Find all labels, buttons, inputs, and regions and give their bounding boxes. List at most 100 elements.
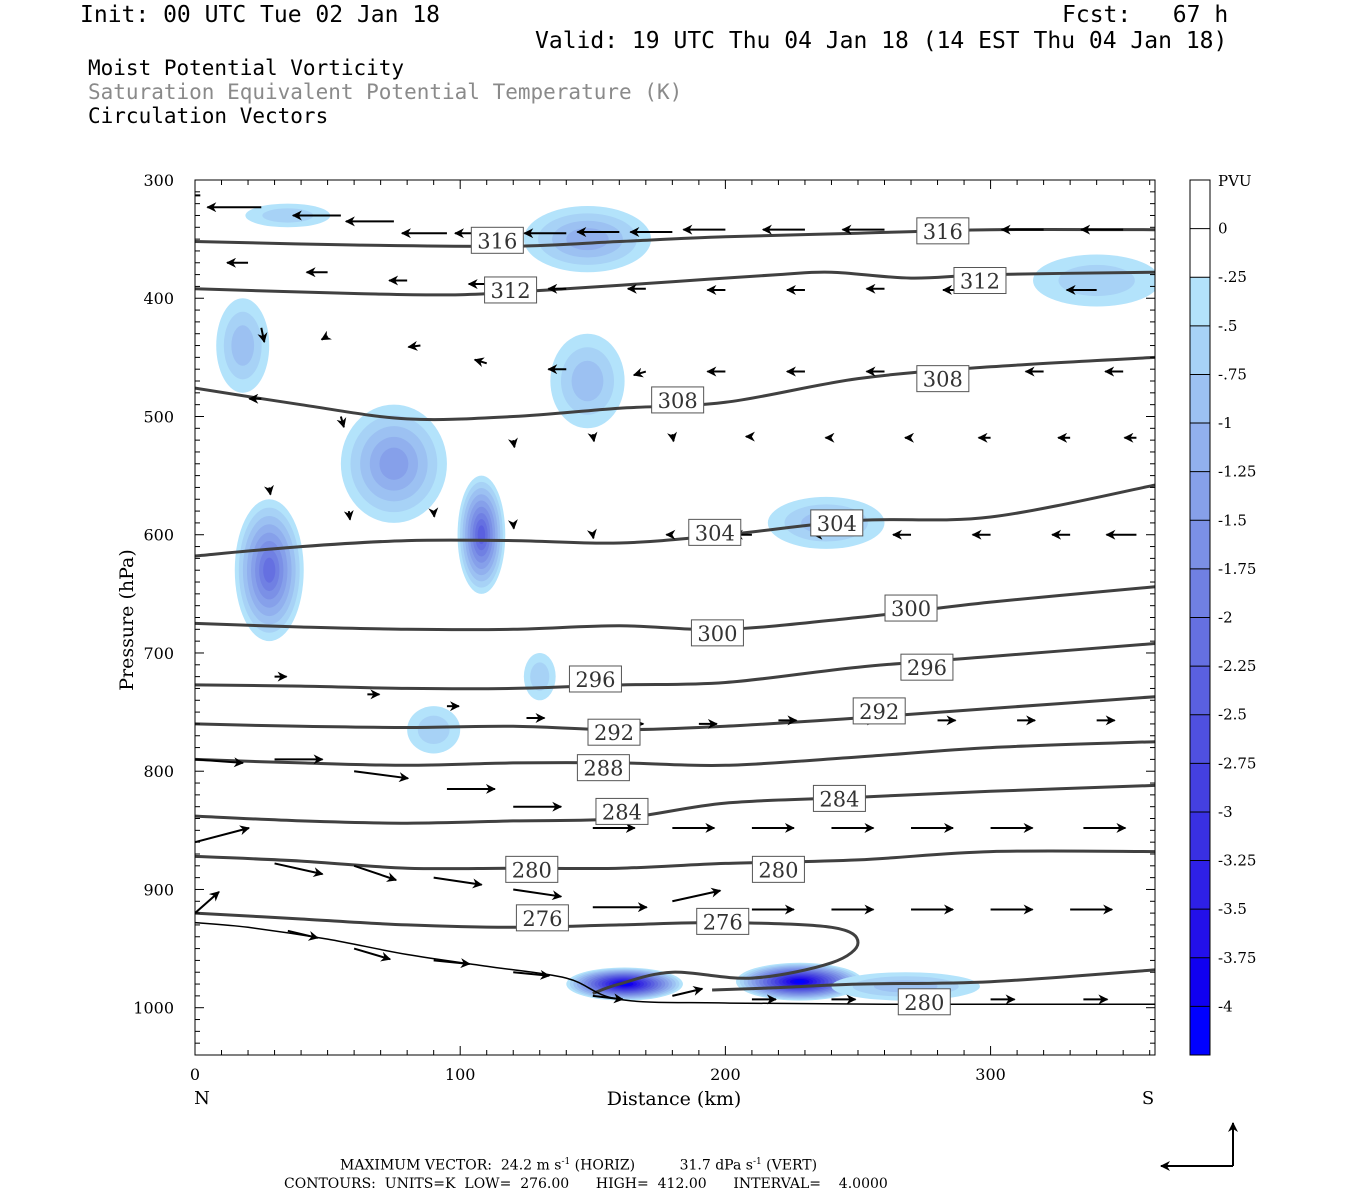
y-tick-label-800: 800 [143, 762, 174, 781]
contour-label-box-308 [651, 386, 705, 414]
contour-label-284: 284 [819, 787, 859, 811]
contour-label-292: 292 [859, 700, 899, 724]
colorbar-swatch-3 [1190, 325, 1210, 375]
axis-ticks [194, 179, 1155, 1056]
contour-label-280: 280 [758, 858, 798, 882]
contour-296 [195, 642, 1155, 691]
colorbar-label-5: -1.25 [1218, 463, 1256, 481]
vector-72 [195, 757, 244, 768]
init-time: Init: 00 UTC Tue 02 Jan 18 [80, 2, 441, 28]
contour-label-316: 316 [923, 220, 963, 244]
colorbar-swatch-1 [1190, 228, 1210, 278]
colorbar-label-12: -3 [1218, 803, 1233, 821]
vector-96 [195, 891, 220, 914]
colorbar-label-8: -2 [1218, 609, 1233, 627]
contour-label-box-300 [884, 594, 938, 622]
mpv-blob-13-level-1 [530, 662, 550, 691]
colorbar-swatch-9 [1190, 617, 1210, 667]
colorbar-swatch-2 [1190, 277, 1210, 327]
contour-label-box-316 [916, 217, 970, 245]
y-tick-labels: 300 400 500 600 700 800 900 1000 [133, 171, 174, 1018]
y-tick-label-500: 500 [143, 407, 174, 426]
contour-label-284: 284 [602, 800, 642, 824]
vector-29 [473, 357, 487, 368]
contour-label-box-288 [576, 754, 630, 782]
vector-74 [353, 770, 410, 783]
vector-85 [274, 862, 324, 878]
vector-26 [257, 327, 268, 343]
colorbar-swatch-13 [1190, 811, 1210, 862]
contour-label-box-304 [688, 518, 742, 546]
colorbar-label-4: -1 [1218, 414, 1233, 432]
contour-label-304: 304 [817, 512, 857, 536]
vector-27 [320, 330, 332, 341]
vector-53 [586, 528, 597, 540]
vector-52 [507, 519, 518, 530]
contour-label-276: 276 [522, 907, 562, 931]
vector-87 [433, 876, 483, 889]
colorbar-label-6: -1.5 [1218, 511, 1247, 529]
x-tick-label-200: 200 [710, 1065, 741, 1084]
y-tick-label-300: 300 [143, 171, 174, 190]
horiz-exponent: -1 [561, 1157, 571, 1167]
valid-time: Valid: 19 UTC Thu 04 Jan 18 (14 EST Thu … [535, 28, 1228, 54]
contour-label-280: 280 [512, 858, 552, 882]
mpv-blob-8-level-1 [1058, 264, 1135, 297]
colorbar-label-2: -.5 [1218, 317, 1237, 335]
vector-97 [287, 929, 319, 941]
pvu-colorbar: 0 -.25 -.5 -.75 -1 -1.25 -1.5 -1.75 -2 -2.25 -2.5 -… [1189, 179, 1256, 1056]
forecast-hour: Fcst: 67 h [1062, 2, 1229, 28]
contour-info: CONTOURS: UNITS=K LOW= 276.00 HIGH= 412.… [284, 1176, 888, 1192]
colorbar-swatch-7 [1190, 520, 1210, 570]
colorbar-label-11: -2.75 [1218, 754, 1256, 772]
contour-label-box-292 [852, 697, 906, 725]
colorbar-swatch-12 [1190, 763, 1210, 813]
x-tick-label-0: 0 [190, 1065, 200, 1084]
vert-exponent: -1 [752, 1157, 762, 1167]
mpv-blob-2-level-4 [379, 447, 409, 480]
colorbar-label-16: -4 [1218, 997, 1233, 1015]
y-tick-label-700: 700 [143, 644, 174, 663]
vert-tag: (VERT) [761, 1157, 818, 1174]
horiz-max-value: 24.2 m s [500, 1157, 562, 1174]
contour-labels: 316 316 312 312 308 308 304 304 300 300 296 296 292 2… [470, 217, 1007, 1016]
vector-102 [672, 985, 704, 997]
contour-label-box-312 [953, 267, 1007, 295]
vector-49 [264, 484, 274, 496]
vector-86 [353, 864, 398, 882]
y-tick-label-600: 600 [143, 526, 174, 545]
colorbar-label-0: 0 [1218, 220, 1228, 238]
y-tick-label-400: 400 [143, 289, 174, 308]
vector-40 [508, 437, 518, 449]
vector-41 [587, 431, 598, 443]
colorbar-label-15: -3.75 [1218, 949, 1256, 967]
contour-label-box-316 [470, 226, 524, 254]
contour-label-296: 296 [575, 668, 615, 692]
vector-39 [336, 416, 347, 429]
contour-label-box-296 [900, 653, 954, 681]
colorbar-label-9: -2.25 [1218, 657, 1256, 675]
vector-98 [353, 947, 392, 962]
x-tick-label-300: 300 [975, 1065, 1006, 1084]
max-vector-label: MAXIMUM VECTOR: [340, 1157, 492, 1174]
contour-label-box-280 [505, 855, 559, 883]
contour-label-box-308 [916, 365, 970, 393]
contour-280 [195, 849, 1155, 871]
colorbar-swatch-4 [1190, 374, 1210, 424]
contour-label-box-312 [484, 276, 538, 304]
contour-300 [195, 585, 1155, 632]
colorbar-swatch-0 [1190, 180, 1210, 230]
mpv-blob-0-level-7 [263, 557, 276, 583]
colorbar-swatch-8 [1190, 568, 1210, 618]
north-label: N [194, 1088, 210, 1109]
contour-label-312: 312 [491, 279, 531, 303]
contour-label-box-284 [812, 784, 866, 812]
colorbar-swatch-10 [1190, 666, 1210, 716]
contour-label-296: 296 [907, 656, 947, 680]
contour-label-300: 300 [891, 597, 931, 621]
colorbar-label-1: -.25 [1218, 268, 1247, 286]
colorbar-swatch-14 [1190, 860, 1210, 910]
contour-label-300: 300 [697, 622, 737, 646]
colorbar-label-13: -3.25 [1218, 852, 1256, 870]
reference-vector-icon [1160, 1122, 1238, 1171]
